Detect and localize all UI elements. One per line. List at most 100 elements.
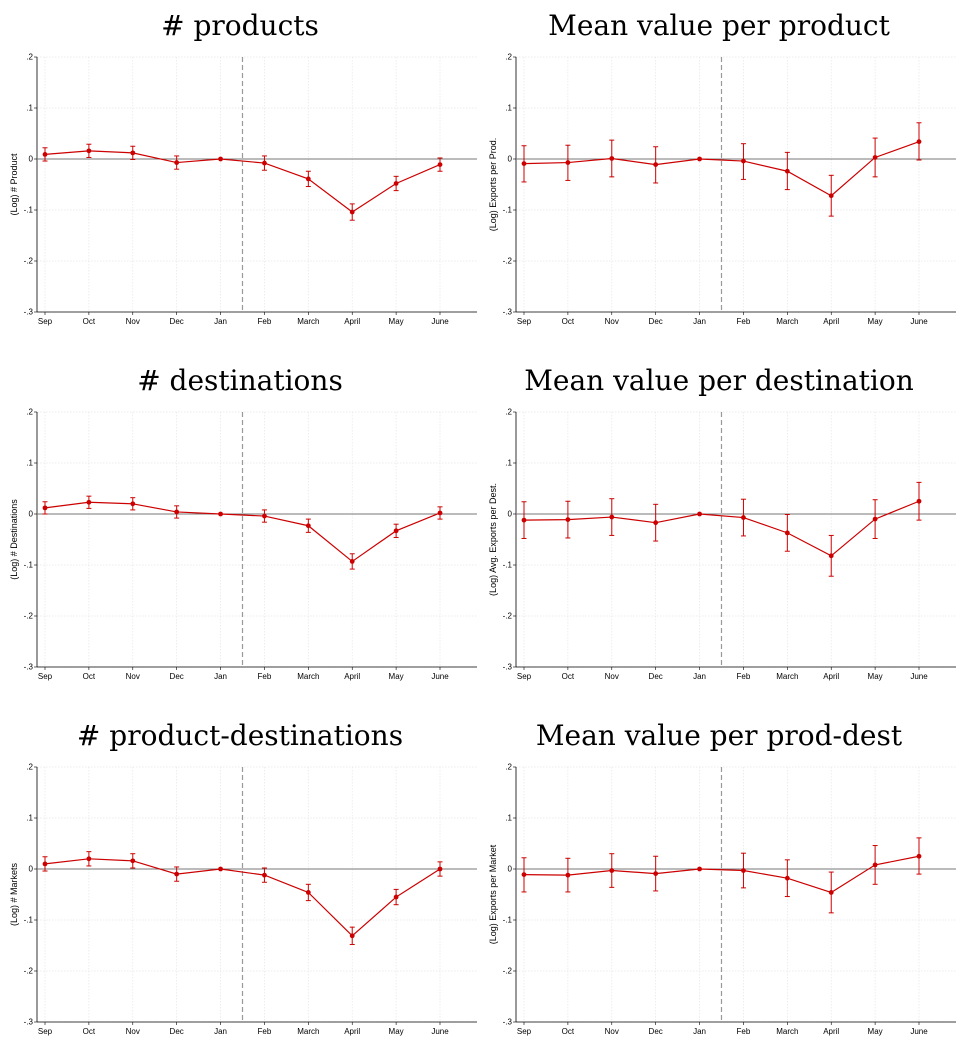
y-tick-label: -.1 (24, 206, 34, 215)
x-tick-label: March (776, 1027, 798, 1036)
chart-product-destinations: # product-destinations (Log) # Markets .2.… (9, 719, 477, 1036)
data-point (174, 509, 180, 515)
data-point (565, 872, 571, 878)
x-tick-label: Nov (605, 317, 619, 326)
y-tick-label: -.1 (24, 916, 34, 925)
x-tick-label: May (389, 317, 404, 326)
data-point (130, 858, 136, 864)
x-tick-label: May (389, 1027, 404, 1036)
x-tick-label: May (868, 672, 883, 681)
data-point (653, 520, 659, 526)
data-point (609, 868, 615, 873)
y-axis-label: (Log) Avg. Exports per Dest. (488, 483, 498, 596)
chart-panel-1: # products (Log) # Product .2 .1 0 -.1 -.2 -.3 S… (0, 0, 479, 350)
data-point (262, 872, 267, 878)
data-point (218, 156, 223, 162)
data-point (86, 499, 92, 505)
x-tick-label: Oct (83, 672, 96, 681)
data-point (437, 162, 443, 168)
data-point (262, 513, 267, 519)
data-point (349, 559, 355, 564)
chart-title: # product-destinations (77, 719, 403, 752)
data-point (130, 150, 136, 156)
data-point (828, 193, 834, 199)
y-tick-label: -.2 (24, 257, 34, 266)
x-tick-label: Dec (170, 1027, 184, 1036)
x-tick-label: Sep (38, 317, 53, 326)
chart-panel-6: Mean value per prod-dest (Log) Exports pe… (479, 710, 958, 1060)
data-point (349, 209, 355, 215)
y-tick-label: .2 (26, 408, 33, 417)
x-tick-label: Jan (214, 317, 227, 326)
series-line (44, 501, 441, 563)
x-tick-label: Jan (214, 1027, 227, 1036)
y-tick-label: -.3 (503, 1018, 513, 1027)
x-tick-label: April (344, 317, 360, 326)
y-tick-label: .2 (505, 53, 512, 62)
data-point (697, 511, 702, 517)
x-tick-label: May (389, 672, 404, 681)
y-tick-label: -.3 (24, 308, 34, 317)
y-tick-label: 0 (508, 865, 513, 874)
y-tick-label: .1 (505, 814, 512, 823)
x-tick-label: Dec (170, 317, 184, 326)
x-tick-label: April (344, 672, 360, 681)
chart-title: Mean value per product (548, 9, 890, 42)
y-tick-label: -.1 (503, 561, 513, 570)
data-point (42, 861, 48, 867)
data-point (437, 866, 443, 872)
chart-panel-5: # product-destinations (Log) # Markets .2.… (0, 710, 479, 1060)
data-point (872, 862, 878, 868)
y-tick-label: -.3 (503, 663, 513, 672)
x-tick-label: June (431, 1027, 449, 1036)
x-tick-label: Feb (737, 317, 751, 326)
x-tick-label: Nov (126, 1027, 140, 1036)
chart-title: Mean value per destination (524, 364, 914, 397)
y-tick-label: -.3 (24, 663, 34, 672)
x-tick-label: Oct (562, 317, 575, 326)
x-tick-label: Feb (737, 1027, 751, 1036)
x-tick-label: Dec (649, 317, 663, 326)
data-point (609, 156, 615, 161)
chart-value-per-destination: Mean value per destination (Log) Avg. Exp… (488, 364, 956, 681)
x-tick-label: Dec (649, 672, 663, 681)
y-tick-label: .2 (505, 763, 512, 772)
x-tick-label: March (297, 1027, 319, 1036)
data-point (916, 139, 922, 145)
chart-destinations: # destinations (Log) # Destinations .2 .1 0 -… (9, 364, 477, 681)
y-tick-label: .2 (26, 53, 33, 62)
data-point (916, 498, 922, 504)
data-point (784, 168, 790, 174)
x-tick-label: April (823, 1027, 839, 1036)
x-tick-label: April (344, 1027, 360, 1036)
y-tick-label: .2 (505, 408, 512, 417)
y-tick-label: -.2 (24, 967, 34, 976)
data-point (784, 875, 790, 881)
chart-value-per-prod-dest: Mean value per prod-dest (Log) Exports pe… (488, 719, 956, 1036)
data-point (872, 155, 878, 160)
data-point (828, 553, 834, 559)
data-point (393, 181, 399, 186)
chart-panel-2: Mean value per product (Log) Exports per … (479, 0, 958, 350)
chart-value-per-product: Mean value per product (Log) Exports per … (488, 9, 956, 326)
data-point (828, 890, 834, 895)
x-tick-label: June (910, 672, 928, 681)
data-point (437, 510, 443, 516)
y-axis-label: (Log) Exports per Prod. (488, 138, 498, 232)
data-point (653, 871, 659, 876)
y-tick-label: -.3 (503, 308, 513, 317)
y-tick-label: 0 (29, 865, 34, 874)
data-point (521, 872, 527, 878)
data-point (916, 853, 922, 859)
data-point (697, 156, 702, 162)
x-tick-label: Nov (126, 317, 140, 326)
x-tick-label: Nov (605, 672, 619, 681)
x-tick-label: Dec (170, 672, 184, 681)
data-point (305, 890, 311, 895)
y-tick-label: 0 (508, 155, 513, 164)
y-axis-label: (Log) Exports per Market (488, 844, 498, 944)
data-point (784, 530, 790, 536)
data-point (130, 501, 136, 507)
y-tick-label: 0 (508, 510, 513, 519)
data-point (565, 517, 571, 523)
